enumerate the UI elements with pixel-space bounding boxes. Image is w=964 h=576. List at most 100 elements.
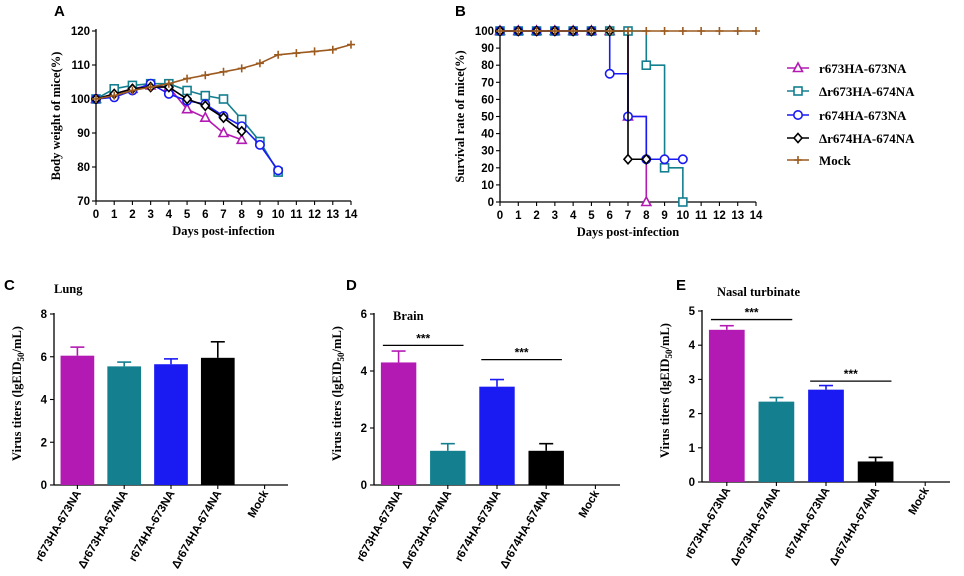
data-point-Mock xyxy=(514,27,523,35)
x-tick-label: Mock xyxy=(907,485,932,517)
data-point-Mock xyxy=(624,27,632,35)
data-point-Δr673HA-674NA xyxy=(678,197,688,207)
x-tick-label: r673HA-673NA xyxy=(683,486,733,561)
x-tick-label: 1 xyxy=(111,209,118,221)
bar-r673HA-673NA xyxy=(380,362,417,485)
data-point-r673HA-673NA xyxy=(640,195,653,207)
y-tick-label: 120 xyxy=(71,26,90,38)
data-point-Mock xyxy=(642,27,651,35)
x-axis-title: Days post-infection xyxy=(172,224,274,238)
y-tick-label: 70 xyxy=(77,196,90,208)
bar-r673HA-673NA xyxy=(60,355,95,485)
data-point-Mock xyxy=(605,27,614,35)
y-tick-label: 2 xyxy=(41,437,47,449)
data-point-Mock xyxy=(532,27,541,35)
x-tick-label: 10 xyxy=(272,209,285,221)
x-tick-label: 7 xyxy=(220,209,226,221)
x-tick-label: 10 xyxy=(676,210,689,222)
data-point-Mock xyxy=(292,49,301,58)
x-tick-label: 12 xyxy=(308,209,321,221)
y-tick-label: 0 xyxy=(41,480,47,492)
panel-A: A0 1 2 3 4 5 6 7 8 9 10 11 12 13 14708090100110120Days… xyxy=(49,3,358,238)
x-tick-label: 7 xyxy=(625,210,631,222)
data-point-Mock xyxy=(678,27,687,35)
data-point-Δr674HA-674NA xyxy=(236,125,247,138)
legend-label-Mock: Mock xyxy=(819,153,852,168)
panel-title-D: Brain xyxy=(393,309,424,323)
data-point-Δr674HA-674NA xyxy=(182,93,193,105)
data-point-Δr674HA-674NA xyxy=(218,111,229,124)
x-tick-label: 13 xyxy=(326,209,339,221)
panel-letter-D: D xyxy=(346,277,357,294)
bar-r674HA-673NA xyxy=(154,364,188,485)
y-axis-title: Virus titers (lgEID50/mL) xyxy=(330,326,346,461)
y-tick-label: 20 xyxy=(481,163,494,175)
data-point-Mock xyxy=(164,79,173,88)
y-tick-label: 30 xyxy=(481,146,494,158)
data-point-Mock xyxy=(219,67,228,76)
x-tick-label: 6 xyxy=(607,210,613,222)
y-tick-label: 60 xyxy=(481,94,494,106)
data-point-r673HA-673NA xyxy=(217,126,230,138)
significance-label: *** xyxy=(515,346,529,360)
data-point-Mock xyxy=(550,27,559,35)
y-axis-title: Virus titers (lgEID50/mL) xyxy=(10,326,26,461)
x-tick-label: Δr673HA-674NA xyxy=(400,489,454,571)
y-axis-title: Body weight of mice(%) xyxy=(49,52,63,181)
data-point-Mock xyxy=(587,27,596,35)
y-tick-label: 0 xyxy=(689,477,695,489)
x-tick-label: 5 xyxy=(184,209,191,221)
data-point-Mock xyxy=(110,91,119,100)
panel-letter-E: E xyxy=(676,277,686,294)
x-tick-label: 9 xyxy=(257,209,263,221)
data-point-Mock xyxy=(310,47,319,56)
x-tick-label: r673HA-673NA xyxy=(355,489,405,564)
x-tick-label: 5 xyxy=(588,210,595,222)
y-tick-label: 4 xyxy=(361,366,368,378)
significance-label: *** xyxy=(745,306,759,320)
y-tick-label: 1 xyxy=(689,443,696,455)
data-point-Δr673HA-674NA xyxy=(641,60,652,71)
x-tick-label: Δr674HA-674NA xyxy=(498,489,552,571)
series-line-Δr674HA-674NA xyxy=(500,30,647,161)
series-line-Δr673HA-674NA xyxy=(500,30,684,202)
data-point-Mock xyxy=(328,45,337,54)
x-tick-label: 14 xyxy=(750,210,763,222)
x-tick-label: 9 xyxy=(661,210,667,222)
x-tick-label: 3 xyxy=(552,210,558,222)
y-tick-label: 4 xyxy=(689,340,696,352)
x-tick-label: Mock xyxy=(577,488,602,520)
y-tick-label: 80 xyxy=(481,60,494,72)
panel-D: D Brain 0 2 4 6 Virus titers (lgEID50/mL) r673H… xyxy=(330,277,620,571)
legend-Mock-marker xyxy=(794,156,802,164)
data-point-Mock xyxy=(660,27,669,35)
legend-label-r673HA-673NA: r673HA-673NA xyxy=(819,61,907,76)
panel-title-E: Nasal turbinate xyxy=(717,285,800,299)
bar-Δr673HA-674NA xyxy=(758,401,795,482)
bar-r674HA-673NA xyxy=(808,389,844,482)
x-tick-label: 8 xyxy=(239,209,246,221)
legend-Δr673HA-674NA-marker xyxy=(793,86,803,96)
y-tick-label: 80 xyxy=(77,162,90,174)
x-tick-label: 13 xyxy=(731,210,744,222)
y-tick-label: 90 xyxy=(77,128,90,140)
data-point-Mock xyxy=(201,71,210,80)
legend-r673HA-673NA-marker xyxy=(792,61,804,73)
data-point-r673HA-673NA xyxy=(181,102,193,114)
legend-label-r674HA-673NA: r674HA-673NA xyxy=(819,108,907,123)
data-point-Δr673HA-674NA xyxy=(659,163,670,173)
x-tick-label: 2 xyxy=(129,209,135,221)
x-tick-label: Δr673HA-674NA xyxy=(76,489,130,571)
x-tick-label: 0 xyxy=(93,209,99,221)
data-point-Δr673HA-674NA xyxy=(200,90,211,101)
data-point-Mock xyxy=(274,50,283,59)
x-tick-label: 12 xyxy=(713,210,726,222)
x-tick-label: 0 xyxy=(497,210,503,222)
data-point-Mock xyxy=(255,59,264,68)
y-tick-label: 3 xyxy=(689,374,695,386)
x-tick-label: 2 xyxy=(533,210,539,222)
data-point-Mock xyxy=(697,27,706,35)
y-tick-label: 8 xyxy=(41,309,48,321)
data-point-r674HA-673NA xyxy=(273,165,284,176)
y-tick-label: 6 xyxy=(41,352,47,364)
